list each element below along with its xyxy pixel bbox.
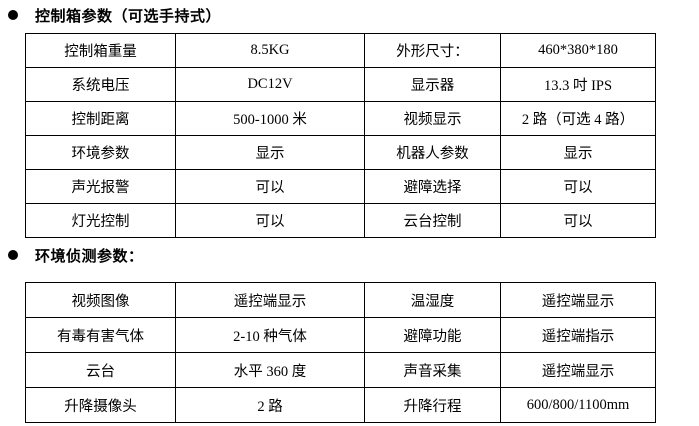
table-cell-label: 声光报警 [25,169,176,204]
section-heading: 控制箱参数（可选手持式） [0,0,699,30]
table-cell-value: DC12V [175,67,365,102]
section-heading-label: 环境侦测参数： [35,247,144,265]
table-cell-value: 水平 360 度 [175,352,365,388]
table-cell-value: 遥控端显示 [500,352,656,388]
table-cell-label: 外形尺寸： [364,33,501,68]
table-row: 升降摄像头 2 路 升降行程 600/800/1100mm [25,387,656,423]
section-heading: 环境侦测参数： [0,240,699,270]
table-cell-value: 遥控端显示 [500,282,656,318]
environment-detection-parameters-table: 视频图像 遥控端显示 温湿度 遥控端显示 有毒有害气体 2-10 种气体 避障功… [25,282,656,423]
table-cell-label: 避障选择 [364,169,501,204]
section-heading-label: 控制箱参数（可选手持式） [35,7,222,25]
table-cell-label: 升降行程 [364,387,501,423]
table-cell-label: 系统电压 [25,67,176,102]
table-cell-label: 视频图像 [25,282,176,318]
table-cell-label: 云台控制 [364,203,501,238]
table-cell-label: 环境参数 [25,135,176,170]
table-cell-value: 500-1000 米 [175,101,365,136]
table-cell-label: 有毒有害气体 [25,317,176,353]
table-cell-label: 控制箱重量 [25,33,176,68]
bullet-dot-icon [8,250,18,260]
table-row: 灯光控制 可以 云台控制 可以 [25,203,656,238]
table-cell-label: 温湿度 [364,282,501,318]
table-cell-value: 可以 [500,169,656,204]
table-row: 云台 水平 360 度 声音采集 遥控端显示 [25,352,656,388]
table-row: 有毒有害气体 2-10 种气体 避障功能 遥控端指示 [25,317,656,353]
table-cell-value: 460*380*180 [500,33,656,68]
table-cell-value: 可以 [175,169,365,204]
section-environment-detection-parameters: 环境侦测参数： 视频图像 遥控端显示 温湿度 遥控端显示 有毒有害气体 2-10… [0,240,699,423]
table-cell-label: 视频显示 [364,101,501,136]
table-cell-value: 2-10 种气体 [175,317,365,353]
table-cell-label: 机器人参数 [364,135,501,170]
table-cell-value: 13.3 吋 IPS [500,67,656,102]
table-row: 声光报警 可以 避障选择 可以 [25,169,656,204]
table-row: 控制距离 500-1000 米 视频显示 2 路（可选 4 路） [25,101,656,136]
table-cell-label: 云台 [25,352,176,388]
bullet-dot-icon [8,10,18,20]
table-cell-label: 灯光控制 [25,203,176,238]
table-row: 环境参数 显示 机器人参数 显示 [25,135,656,170]
table-row: 视频图像 遥控端显示 温湿度 遥控端显示 [25,282,656,318]
section-control-box-parameters: 控制箱参数（可选手持式） 控制箱重量 8.5KG 外形尺寸： 460*380*1… [0,0,699,238]
control-box-parameters-table: 控制箱重量 8.5KG 外形尺寸： 460*380*180 系统电压 DC12V… [25,33,656,238]
table-cell-label: 避障功能 [364,317,501,353]
table-cell-label: 显示器 [364,67,501,102]
table-cell-value: 遥控端指示 [500,317,656,353]
table-cell-value: 遥控端显示 [175,282,365,318]
table-cell-value: 2 路（可选 4 路） [500,101,656,136]
table-cell-value: 可以 [175,203,365,238]
table-cell-value: 显示 [175,135,365,170]
table-cell-label: 声音采集 [364,352,501,388]
table-cell-value: 可以 [500,203,656,238]
table-cell-label: 升降摄像头 [25,387,176,423]
table-row: 系统电压 DC12V 显示器 13.3 吋 IPS [25,67,656,102]
table-row: 控制箱重量 8.5KG 外形尺寸： 460*380*180 [25,33,656,68]
table-cell-label: 控制距离 [25,101,176,136]
table-cell-value: 600/800/1100mm [500,387,656,423]
table-cell-value: 显示 [500,135,656,170]
table-cell-value: 2 路 [175,387,365,423]
table-cell-value: 8.5KG [175,33,365,68]
